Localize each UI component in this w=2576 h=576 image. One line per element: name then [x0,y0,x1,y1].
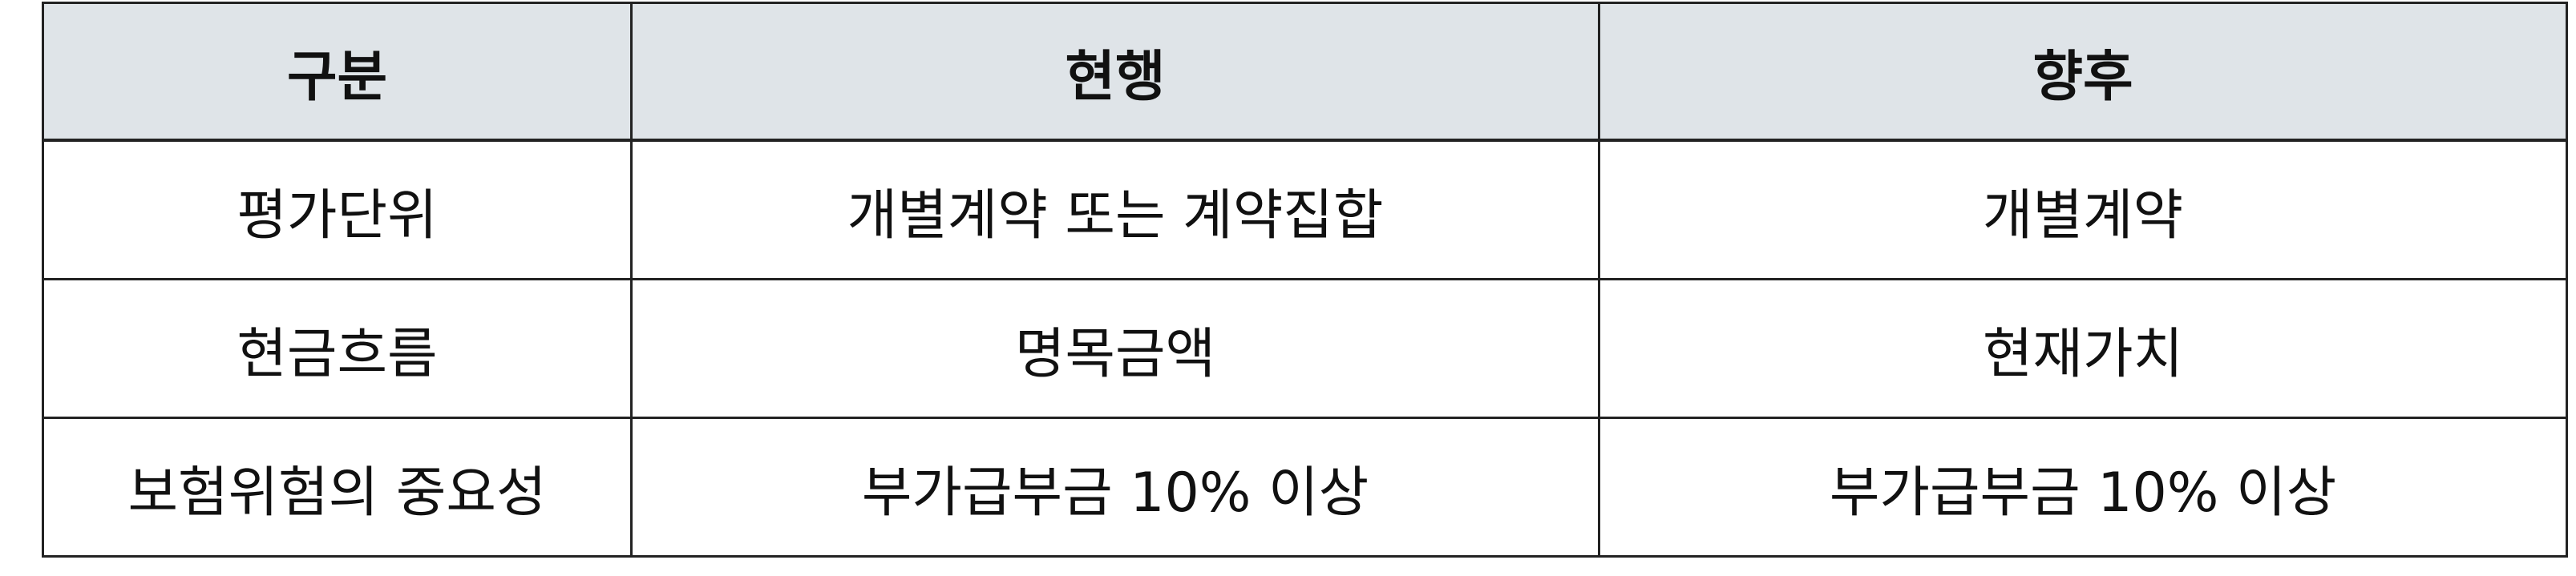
table-row: 현금흐름 명목금액 현재가치 [42,278,2568,419]
cell-current-cash-flow: 명목금액 [630,278,1600,419]
header-future: 향후 [1598,2,2568,142]
cell-future-evaluation-unit: 개별계약 [1598,139,2568,280]
comparison-table: 구분 현행 향후 평가단위 개별계약 또는 계약집합 개별계약 현금흐름 명목금… [42,2,2568,558]
table-row: 보험위험의 중요성 부가급부금 10% 이상 부가급부금 10% 이상 [42,417,2568,558]
table-header-row: 구분 현행 향후 [42,2,2568,142]
cell-current-insurance-risk: 부가급부금 10% 이상 [630,417,1600,558]
comparison-table-container: 구분 현행 향후 평가단위 개별계약 또는 계약집합 개별계약 현금흐름 명목금… [42,2,2568,558]
cell-future-cash-flow: 현재가치 [1598,278,2568,419]
row-label-insurance-risk: 보험위험의 중요성 [42,417,633,558]
row-label-evaluation-unit: 평가단위 [42,139,633,280]
table-row: 평가단위 개별계약 또는 계약집합 개별계약 [42,139,2568,280]
cell-current-evaluation-unit: 개별계약 또는 계약집합 [630,139,1600,280]
header-category: 구분 [42,2,633,142]
header-current: 현행 [630,2,1600,142]
cell-future-insurance-risk: 부가급부금 10% 이상 [1598,417,2568,558]
row-label-cash-flow: 현금흐름 [42,278,633,419]
